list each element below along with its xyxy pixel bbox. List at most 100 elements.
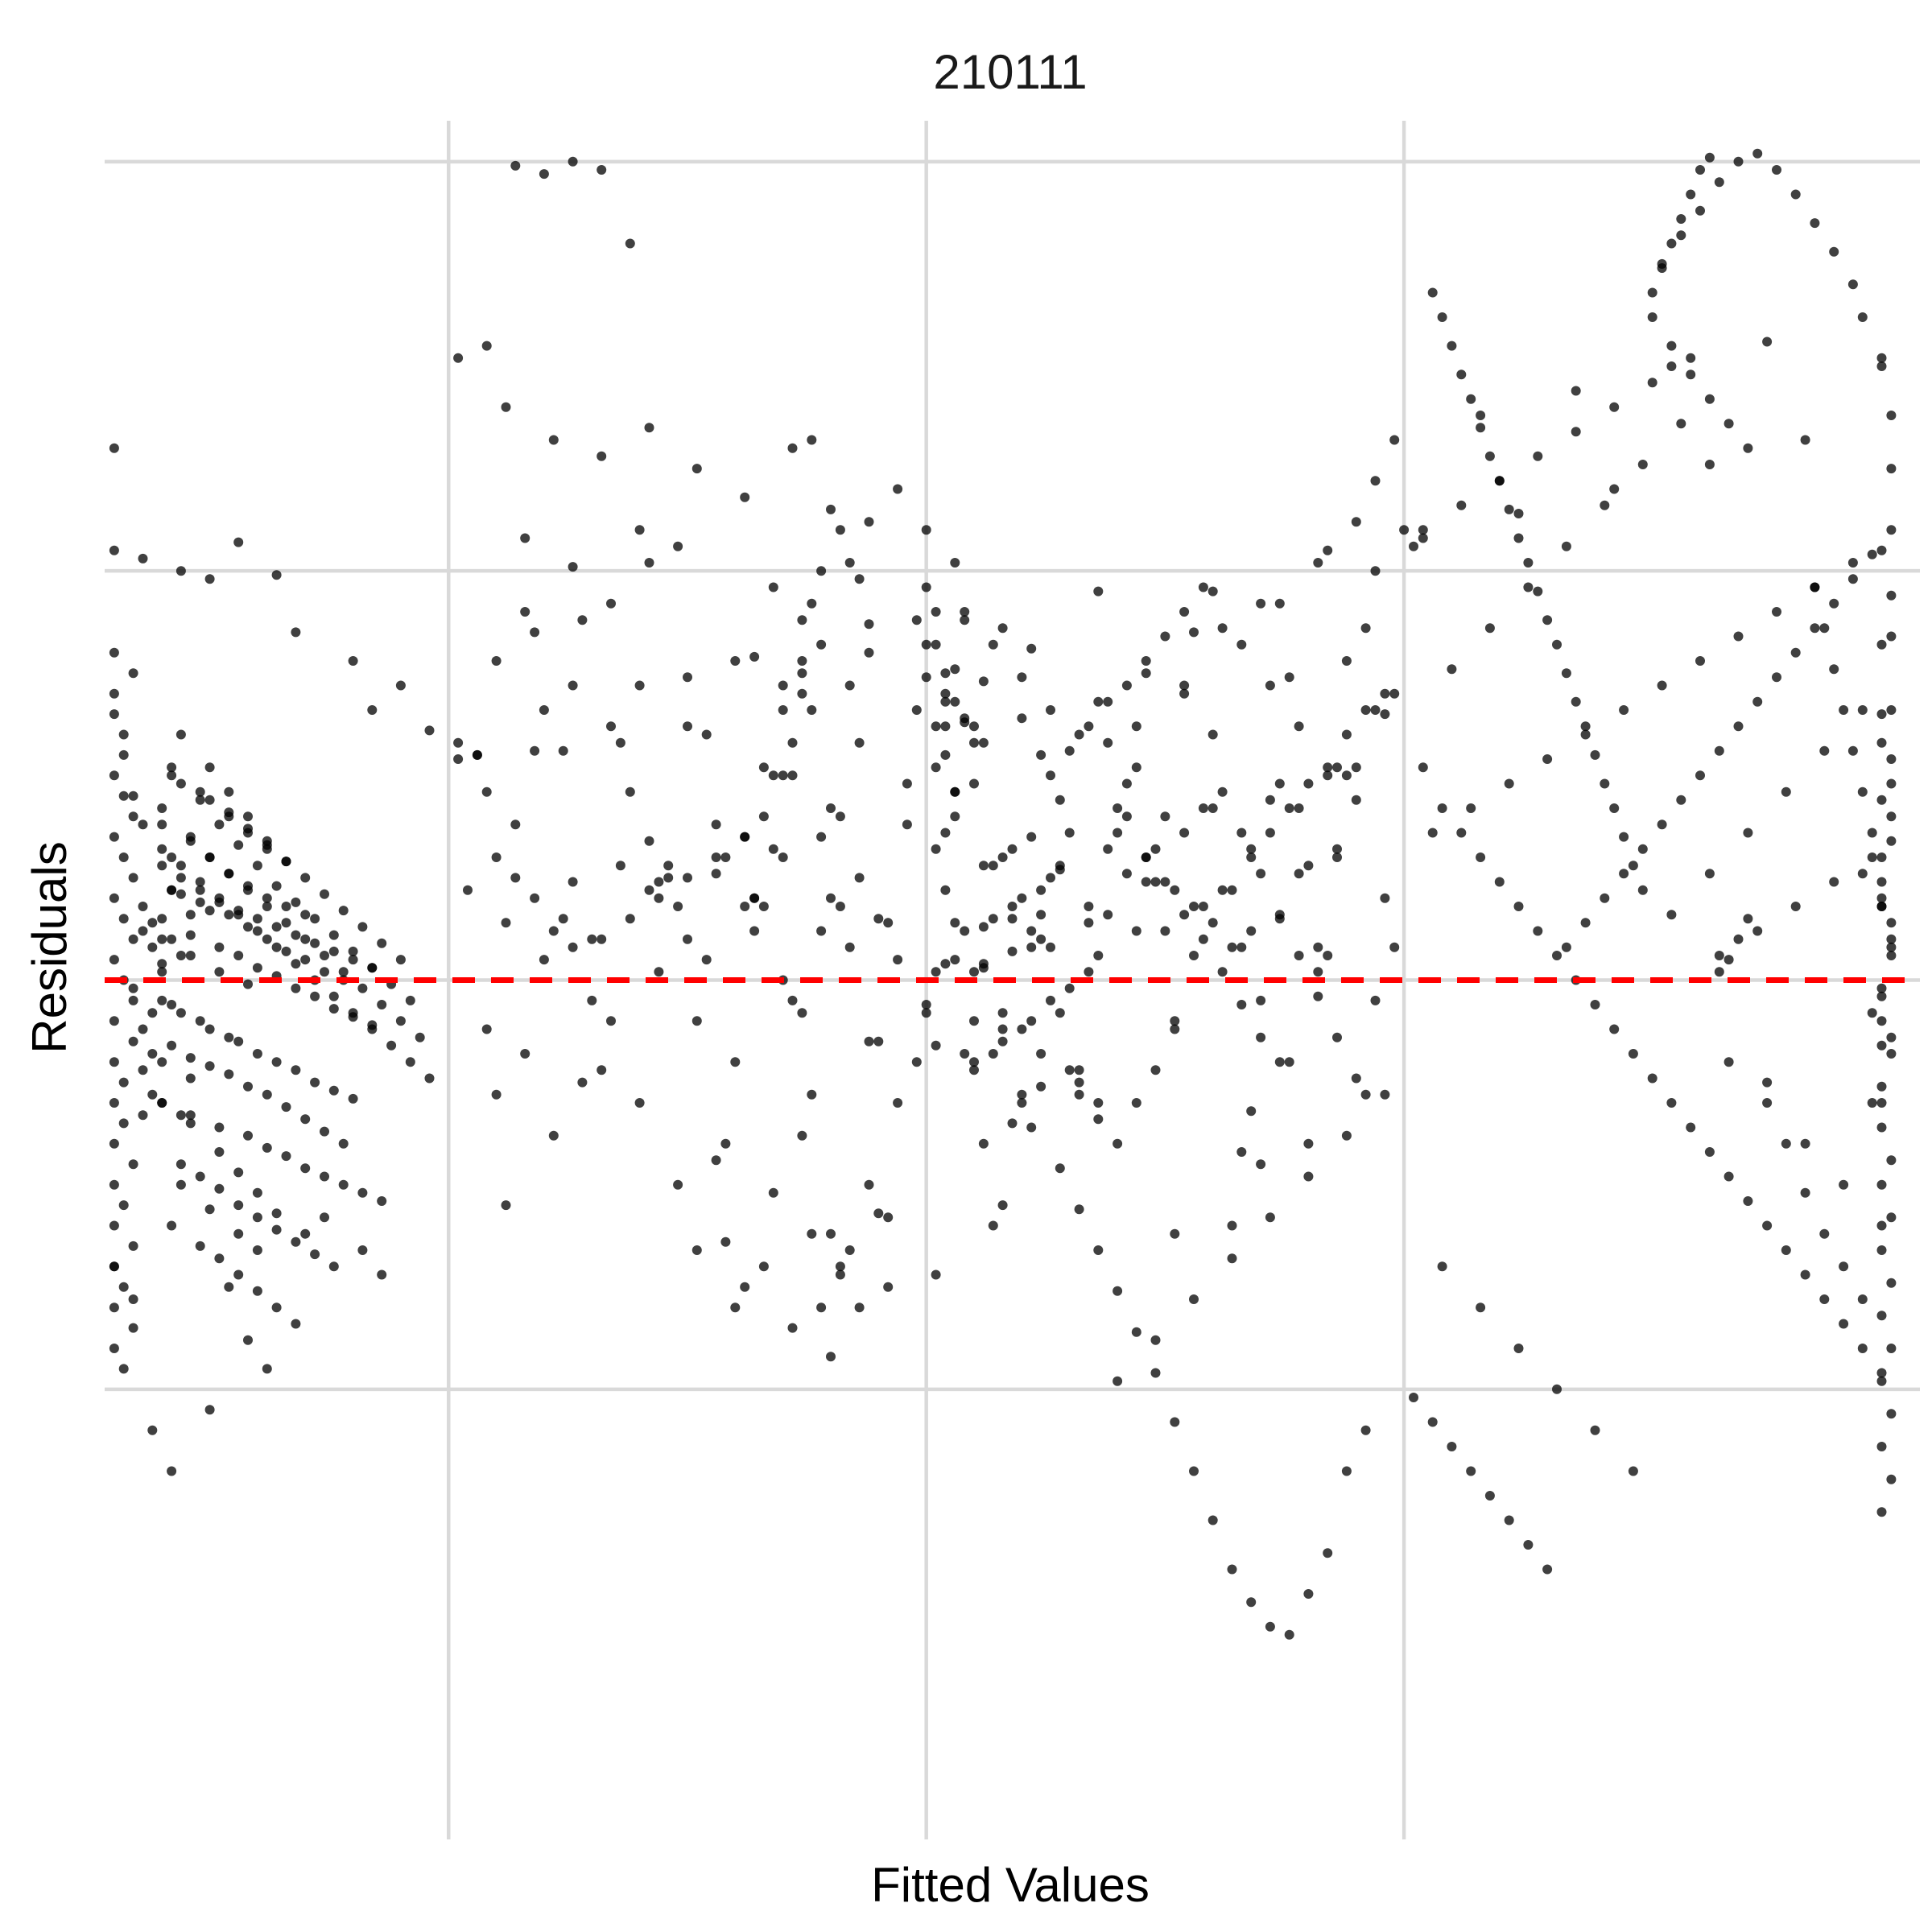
data-point: [969, 967, 979, 977]
data-point: [1876, 1040, 1887, 1051]
data-point: [1762, 1077, 1773, 1088]
data-point: [606, 721, 616, 732]
data-point: [175, 889, 186, 899]
data-point: [778, 852, 788, 862]
data-point: [243, 1130, 253, 1141]
data-point: [109, 1220, 119, 1231]
data-point: [118, 749, 129, 760]
data-point: [157, 959, 167, 969]
data-point: [1876, 1507, 1887, 1517]
data-point: [921, 672, 931, 683]
data-point: [1113, 1286, 1123, 1296]
data-point: [1256, 1032, 1266, 1042]
data-point: [453, 737, 464, 748]
data-point: [807, 435, 817, 445]
data-point: [1084, 918, 1094, 928]
data-point: [1819, 1294, 1830, 1304]
data-point: [262, 840, 272, 850]
data-point: [357, 922, 368, 932]
data-point: [1847, 574, 1858, 584]
data-point: [167, 1220, 177, 1231]
data-point: [1121, 869, 1132, 879]
data-point: [167, 934, 177, 944]
data-point: [109, 1138, 119, 1149]
data-point: [1160, 811, 1170, 822]
data-point: [978, 737, 989, 748]
data-point: [1619, 869, 1629, 879]
data-point: [1208, 729, 1218, 740]
data-point: [1389, 942, 1400, 952]
data-point: [978, 861, 989, 871]
data-point: [1839, 1319, 1849, 1329]
data-point: [348, 946, 358, 956]
data-point: [997, 1200, 1008, 1211]
data-point: [204, 1061, 215, 1071]
data-point: [1370, 705, 1381, 715]
data-point: [606, 598, 616, 609]
data-point: [1131, 721, 1141, 732]
data-point: [1829, 877, 1839, 887]
data-point: [940, 696, 951, 707]
data-point: [1074, 1089, 1084, 1100]
data-point: [1466, 803, 1476, 813]
data-point: [644, 885, 654, 895]
data-point: [157, 1057, 167, 1067]
data-point: [978, 922, 989, 932]
data-point: [1724, 1171, 1734, 1182]
data-point: [911, 615, 922, 625]
data-point: [1227, 1253, 1237, 1264]
data-point: [175, 1179, 186, 1190]
data-point: [1886, 951, 1897, 960]
data-point: [157, 934, 167, 944]
data-point: [195, 786, 205, 797]
data-point: [1590, 749, 1600, 760]
data-point: [1236, 1000, 1247, 1009]
data-point: [1476, 423, 1486, 433]
data-point: [883, 1282, 894, 1292]
data-point: [1876, 353, 1887, 363]
data-point: [243, 1335, 253, 1345]
data-point: [204, 1204, 215, 1215]
data-point: [1389, 435, 1400, 445]
data-point: [395, 680, 406, 691]
data-point: [328, 1261, 339, 1272]
data-point: [1772, 672, 1781, 683]
data-point: [826, 803, 836, 813]
data-point: [453, 353, 464, 363]
data-point: [463, 885, 473, 895]
data-point: [109, 1057, 119, 1067]
data-point: [1571, 427, 1581, 437]
data-point: [1189, 951, 1199, 960]
data-point: [271, 1302, 282, 1313]
data-point: [883, 918, 894, 928]
data-point: [1886, 1032, 1897, 1042]
data-point: [1886, 631, 1897, 642]
data-point: [204, 906, 215, 916]
data-point: [1093, 696, 1104, 707]
data-point: [214, 1122, 225, 1133]
data-point: [1074, 1065, 1084, 1075]
data-point: [1867, 828, 1877, 838]
data-point: [1886, 1344, 1897, 1353]
data-point: [1227, 1220, 1237, 1231]
data-point: [539, 169, 549, 180]
data-point: [873, 914, 884, 924]
data-point: [1121, 811, 1132, 822]
data-point: [1265, 1621, 1275, 1632]
data-point: [663, 861, 674, 871]
data-point: [1609, 402, 1620, 412]
data-point: [300, 1228, 311, 1239]
data-point: [1236, 828, 1247, 838]
data-point: [175, 861, 186, 871]
data-point: [310, 1249, 320, 1260]
data-point: [1876, 1098, 1887, 1108]
data-point: [1141, 852, 1151, 862]
data-point: [1876, 1220, 1887, 1231]
data-point: [1733, 721, 1744, 732]
data-point: [1026, 832, 1037, 842]
data-point: [1628, 1049, 1638, 1059]
data-point: [1810, 582, 1820, 592]
data-point: [1676, 795, 1686, 805]
data-point: [807, 705, 817, 715]
data-point: [1800, 1138, 1810, 1149]
